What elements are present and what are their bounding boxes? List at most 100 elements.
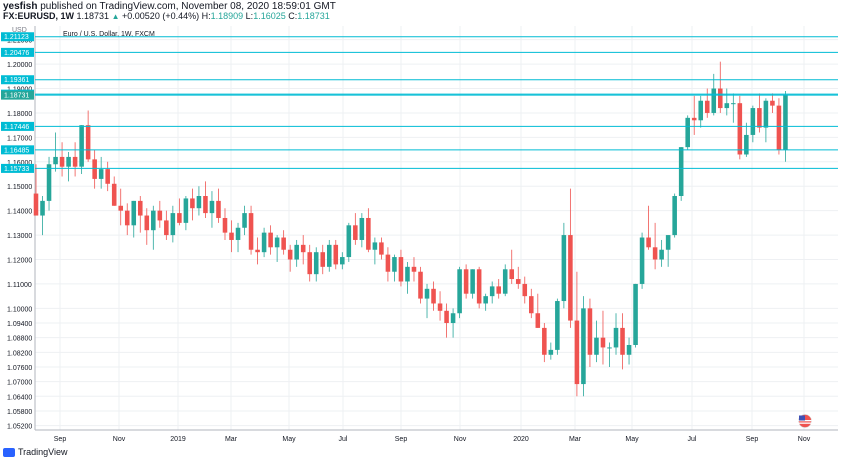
x-tick-label: Nov xyxy=(454,436,467,443)
candle-body xyxy=(196,196,202,209)
y-tick-label: 1.17000 xyxy=(7,135,32,142)
symbol-label: FX:EURUSD, 1W xyxy=(3,11,75,21)
y-tick-label: 1.05800 xyxy=(7,409,32,416)
candle-body xyxy=(287,249,293,260)
level-label: 1.20476 xyxy=(4,50,29,57)
candle-body xyxy=(255,249,260,253)
candle-body xyxy=(437,303,443,311)
level-label: 1.16485 xyxy=(4,147,29,154)
candle-body xyxy=(170,213,176,236)
candle-body xyxy=(418,271,423,299)
candle-body xyxy=(568,235,573,321)
candle-body xyxy=(770,100,775,106)
candle-body xyxy=(476,269,482,304)
candle-body xyxy=(372,242,378,250)
x-tick-label: Nov xyxy=(113,436,126,443)
symbol-ohlc-line: FX:EURUSD, 1W 1.18731 ▲ +0.00520 (+0.44%… xyxy=(3,11,330,21)
level-label: 1.15733 xyxy=(4,166,29,173)
x-tick-label: Jul xyxy=(688,436,697,443)
close-label: C: xyxy=(288,11,298,21)
level-label: 1.17446 xyxy=(4,124,29,131)
candle-body xyxy=(613,327,619,348)
candle-body xyxy=(40,200,45,216)
candle-body xyxy=(53,156,58,165)
candle-body xyxy=(307,252,312,275)
candle-body xyxy=(574,320,580,385)
x-tick-label: 2020 xyxy=(513,436,529,443)
candle-body xyxy=(320,252,326,267)
candle-body xyxy=(581,308,586,385)
candle-body xyxy=(229,232,234,240)
candle-body xyxy=(750,108,756,135)
candle-body xyxy=(672,196,677,236)
candle-body xyxy=(46,164,52,201)
candle-body xyxy=(190,198,195,209)
y-tick-label: 1.07600 xyxy=(7,365,32,372)
candle-body xyxy=(294,244,299,260)
candle-body xyxy=(164,220,169,236)
candle-body xyxy=(652,247,658,260)
candle-body xyxy=(515,279,521,284)
published-text: published on TradingView.com, November 0… xyxy=(40,1,336,12)
x-tick-label: Jul xyxy=(339,436,348,443)
candle-body xyxy=(470,269,475,294)
candle-body xyxy=(366,217,371,250)
y-tick-label: 1.14000 xyxy=(7,209,32,216)
candle-body xyxy=(405,266,410,282)
candle-body xyxy=(783,95,788,150)
candle-body xyxy=(757,108,762,128)
candle-body xyxy=(711,88,717,113)
candle-body xyxy=(626,344,632,355)
x-tick-label: Sep xyxy=(395,436,408,443)
candle-body xyxy=(92,159,97,179)
candle-body xyxy=(33,193,39,216)
candle-body xyxy=(502,269,508,294)
candle-body xyxy=(678,147,684,197)
candle-body xyxy=(105,169,110,184)
candle-body xyxy=(763,100,769,128)
y-tick-label: 1.13000 xyxy=(7,233,32,240)
candle-body xyxy=(450,313,456,324)
y-tick-label: 1.20000 xyxy=(7,62,32,69)
level-label-bg xyxy=(1,163,34,173)
chart-title: Euro / U.S. Dollar, 1W, FXCM xyxy=(63,31,155,38)
candle-body xyxy=(79,125,84,167)
candle-body xyxy=(346,225,352,258)
candle-body xyxy=(268,232,273,248)
x-tick-label: Nov xyxy=(798,436,811,443)
low-value: 1.16025 xyxy=(253,11,286,21)
candle-body xyxy=(183,198,189,223)
candle-body xyxy=(704,100,710,113)
candle-body xyxy=(548,349,554,355)
level-label-bg xyxy=(1,32,34,42)
y-tick-label: 1.18000 xyxy=(7,111,32,118)
candle-body xyxy=(594,337,599,355)
candle-body xyxy=(542,327,547,355)
candle-body xyxy=(555,301,560,350)
currency-label: USD xyxy=(12,27,27,34)
level-label: 1.18731 xyxy=(4,93,29,100)
candle-body xyxy=(463,269,469,294)
footer-brand: TradingView xyxy=(18,447,68,457)
x-tick-label: Mar xyxy=(569,436,582,443)
candle-body xyxy=(98,169,104,179)
x-tick-label: Sep xyxy=(54,436,67,443)
change-value: +0.00520 (+0.44%) xyxy=(122,11,200,21)
candle-body xyxy=(261,232,267,253)
candle-body xyxy=(496,286,501,294)
candle-body xyxy=(431,288,436,304)
candle-body xyxy=(340,257,345,265)
x-tick-label: May xyxy=(282,436,296,443)
candle-body xyxy=(66,156,71,167)
candle-body xyxy=(137,200,143,216)
level-label-bg xyxy=(1,145,34,155)
candle-body xyxy=(665,235,671,250)
publish-line: yesfish published on TradingView.com, No… xyxy=(3,1,336,12)
open-value: 1.18731 xyxy=(76,11,110,21)
candle-body xyxy=(131,200,137,226)
candle-body xyxy=(607,347,612,349)
level-label-bg xyxy=(1,90,34,100)
high-label: H: xyxy=(201,11,211,21)
candle-body xyxy=(509,269,515,280)
